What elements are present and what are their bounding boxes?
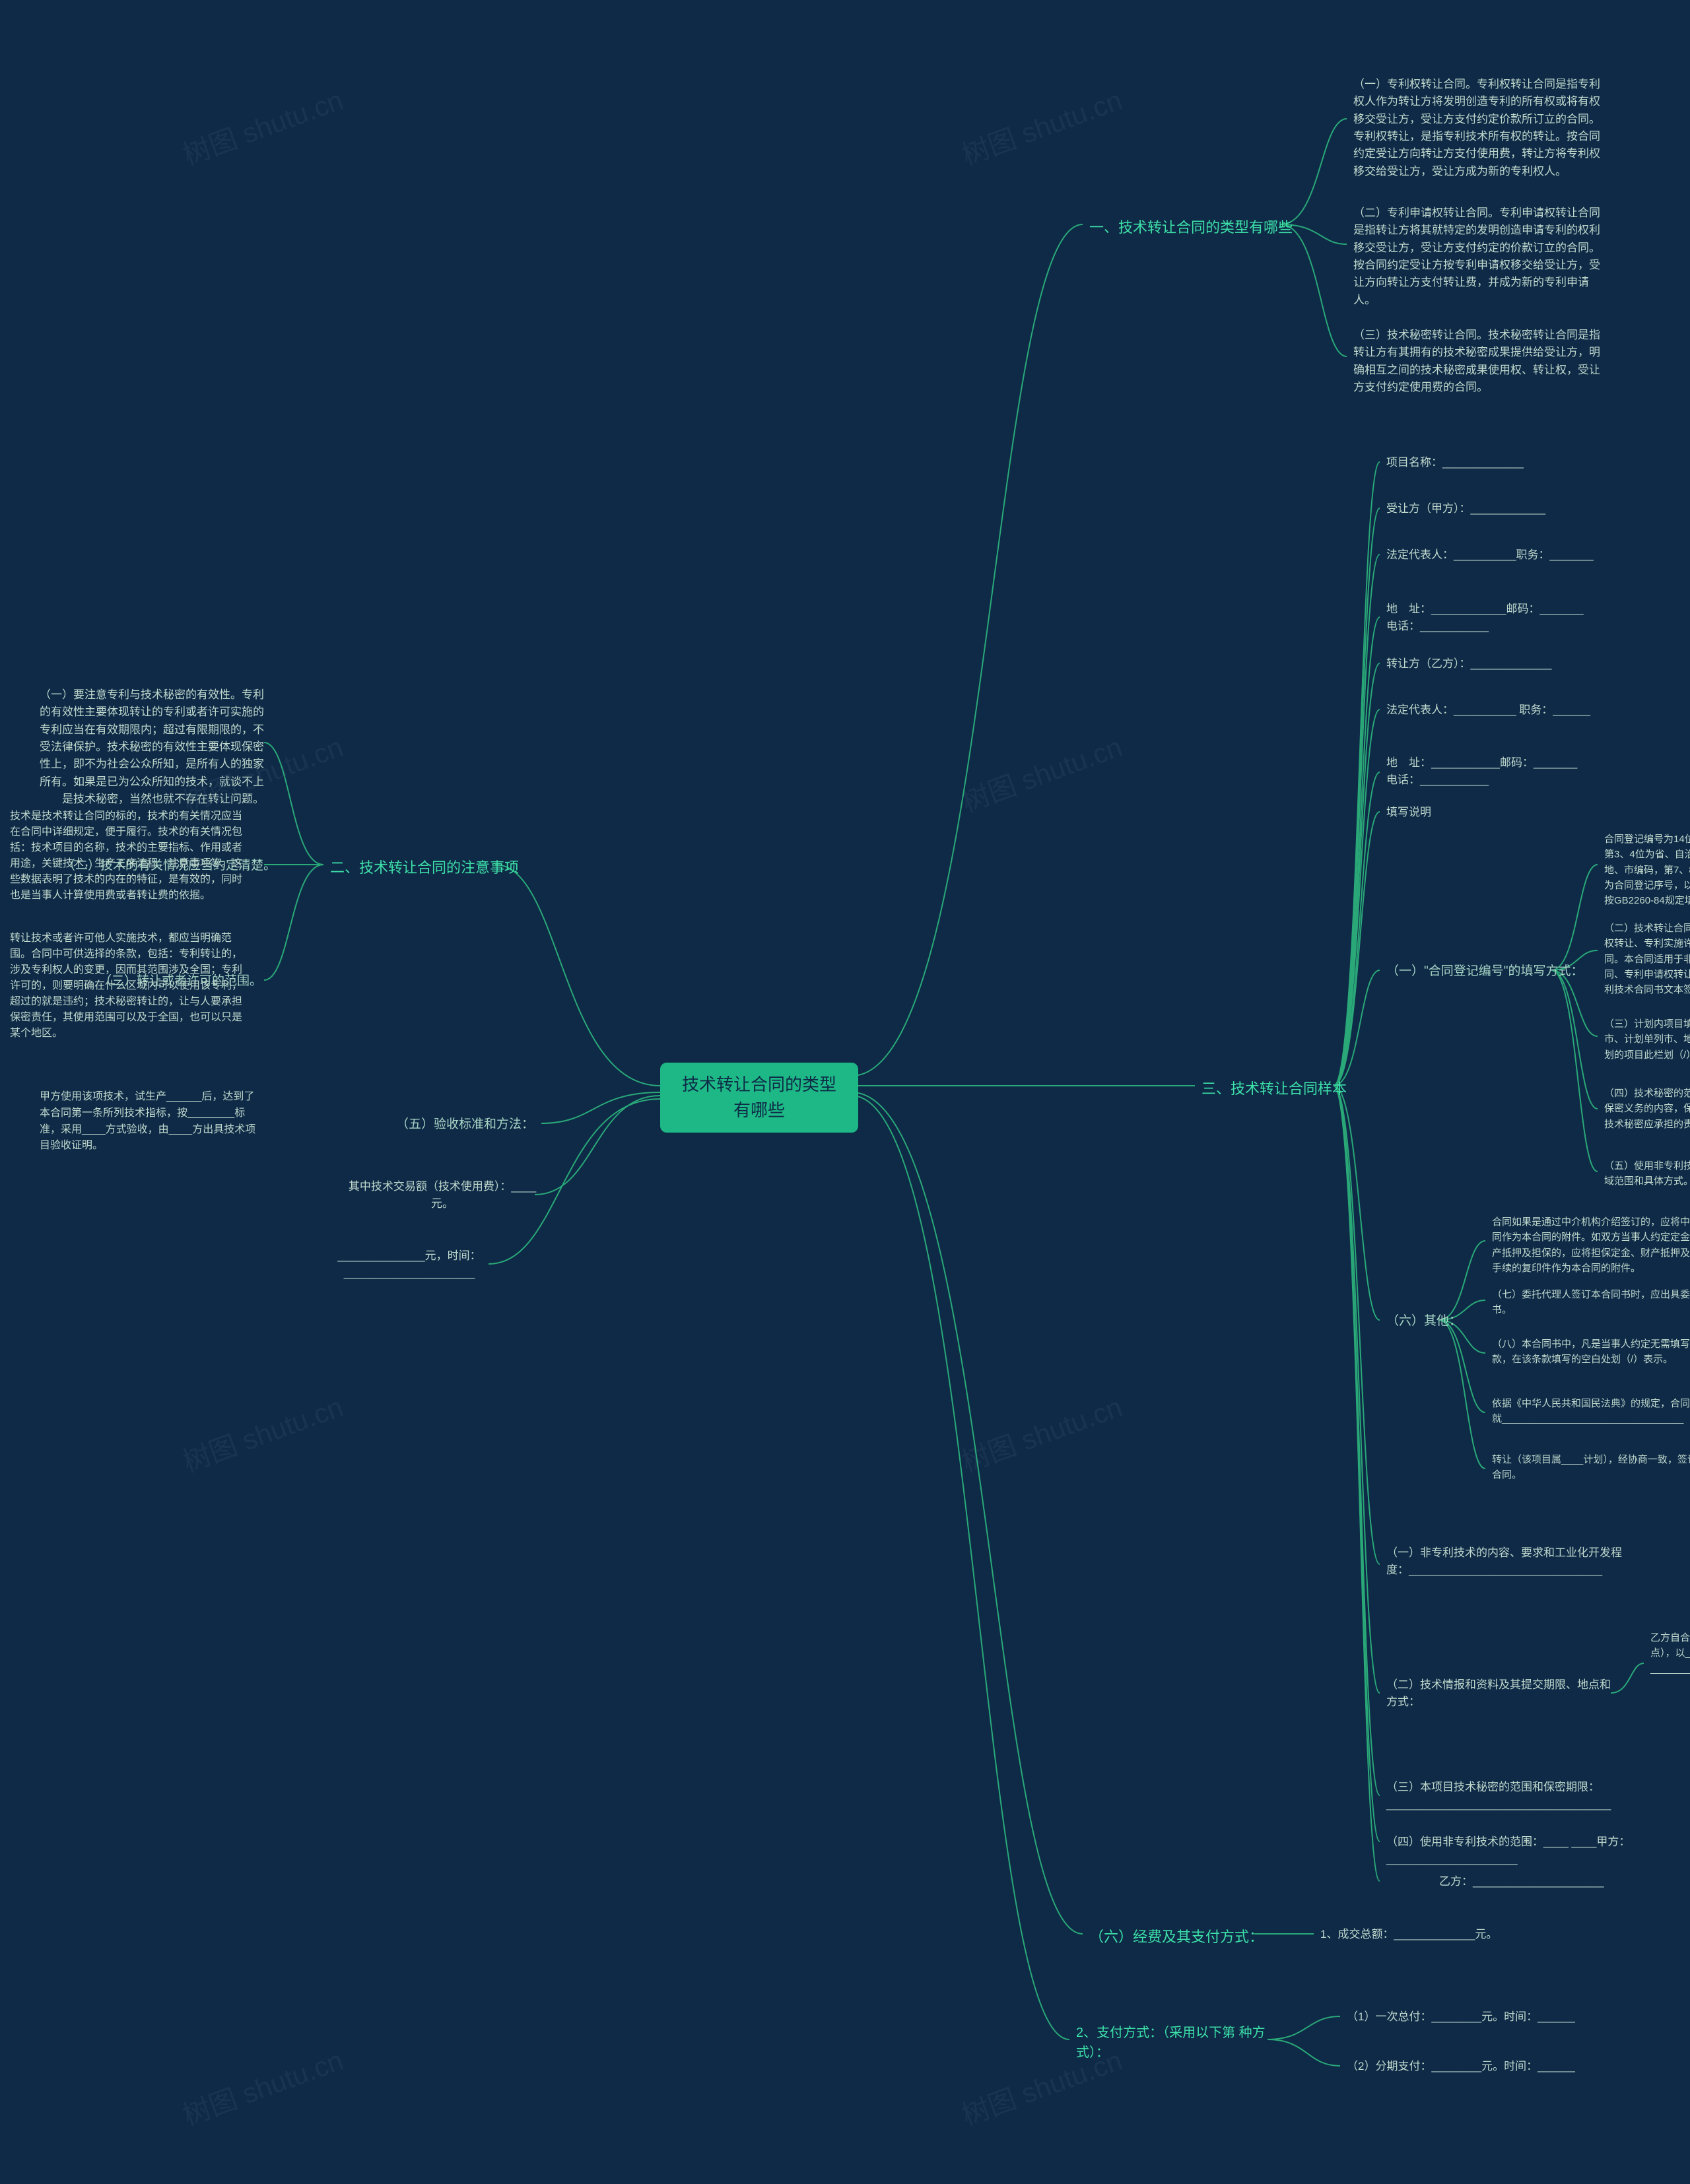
- b3-c2-body: 乙方自合同生效之日起____天内，在____（地点），以____方式，向甲方提供…: [1650, 1630, 1690, 1676]
- b3-other-n3: （八）本合同书中，凡是当事人约定无需填写的条款，在该条款填写的空白处划（/）表示…: [1492, 1337, 1690, 1368]
- b3-p8: 填写说明: [1386, 804, 1431, 821]
- b3-p5: 转让方（乙方）：_____________: [1386, 655, 1551, 673]
- branch-5-title: （五）验收标准和方法：: [396, 1115, 534, 1135]
- b3-p7: 地 址：___________邮码：_______ 电话：___________: [1386, 754, 1584, 789]
- watermark: 树图 shutu.cn: [176, 78, 348, 173]
- watermark: 树图 shutu.cn: [955, 1385, 1127, 1480]
- watermark: 树图 shutu.cn: [176, 1385, 348, 1480]
- b3-c4b: 乙方：_____________________: [1439, 1873, 1604, 1890]
- b2-s2-leaf: 技术是技术转让合同的标的，技术的有关情况应当在合同中详细规定，便于履行。技术的有…: [10, 809, 248, 904]
- b3-other-n1: 合同如果是通过中介机构介绍签订的，应将中介合同作为本合同的附件。如双方当事人约定…: [1492, 1214, 1690, 1276]
- b6-n2: 其中技术交易额（技术使用费）：____元。: [343, 1178, 541, 1213]
- b3-p4: 地 址：____________邮码：_______ 电话：__________…: [1386, 601, 1584, 636]
- b3-other-n5: 转让（该项目属____计划），经协商一致，签订本合同。: [1492, 1452, 1690, 1483]
- b3-reg-n4: （四）技术秘密的范围和保密期限，是指各方承担技术保密义务的内容，保密的地域和保密…: [1604, 1086, 1690, 1132]
- b3-p3: 法定代表人：__________职务：_______: [1386, 546, 1594, 564]
- b3-other-title: （六）其他：: [1386, 1312, 1462, 1331]
- b3-reg-n2: （二）技术转让合同是指当事人就专利转让、专利申请权转让、专利实施许可、非专利技术…: [1604, 921, 1690, 997]
- pay-n2: （2）分期支付：________元。时间：______: [1347, 2058, 1575, 2075]
- b6-n3: ______________元，时间：_____________________: [323, 1247, 495, 1282]
- pay-title: 2、支付方式：（采用以下第 种方式）：: [1076, 2023, 1274, 2063]
- watermark: 树图 shutu.cn: [955, 78, 1127, 173]
- branch-6-title: （六）经费及其支付方式：: [1089, 1926, 1264, 1948]
- branch-1-title: 一、技术转让合同的类型有哪些: [1089, 216, 1293, 238]
- b3-c2-title: （二）技术情报和资料及其提交期限、地点和方式：: [1386, 1676, 1611, 1711]
- b3-reg-n3: （三）计划内项目填写国务院部委、省、自治区、直辖市、计划单列市、地、市（县）级计…: [1604, 1016, 1690, 1063]
- b1-n2: （二）专利申请权转让合同。专利申请权转让合同是指转让方将其就特定的发明创造申请专…: [1353, 205, 1604, 309]
- b2-s3-leaf: 转让技术或者许可他人实施技术，都应当明确范围。合同中可供选择的条款，包括：专利转…: [10, 931, 248, 1042]
- watermark: 树图 shutu.cn: [176, 2038, 348, 2133]
- center-node: 技术转让合同的类型有哪些: [660, 1063, 858, 1133]
- b3-p6: 法定代表人：__________ 职务：______: [1386, 702, 1590, 719]
- watermark: 树图 shutu.cn: [955, 725, 1127, 820]
- b3-reg-title: （一）"合同登记编号"的填写方式：: [1386, 962, 1584, 981]
- b1-n3: （三）技术秘密转让合同。技术秘密转让合同是指转让方有其拥有的技术秘密成果提供给受…: [1353, 327, 1604, 396]
- b3-reg-n5: （五）使用非专利技术范围，是指使用非专利技术的地域范围和具体方式。: [1604, 1158, 1690, 1189]
- b3-other-n2: （七）委托代理人签订本合同书时，应出具委托证书。: [1492, 1287, 1690, 1318]
- branch-2-title: 二、技术转让合同的注意事项: [330, 857, 519, 878]
- pay-n1: （1）一次总付：________元。时间：______: [1347, 2008, 1575, 2026]
- b3-p2: 受让方（甲方）：____________: [1386, 500, 1545, 517]
- branch-3-title: 三、技术转让合同样本: [1201, 1078, 1347, 1100]
- b2-s1: （一）要注意专利与技术秘密的有效性。专利的有效性主要体现转让的专利或者许可实施的…: [40, 686, 264, 808]
- b6-n1: 1、成交总额：_____________元。: [1320, 1926, 1497, 1943]
- b3-c1: （一）非专利技术的内容、要求和工业化开发程度：_________________…: [1386, 1544, 1624, 1579]
- b3-reg-n1: 合同登记编号为14位，左起第1、2位为公历年代号，第3、4位为省、自治区、直辖市…: [1604, 832, 1690, 908]
- b3-c4: （四）使用非专利技术的范围：____ ____甲方：______________…: [1386, 1834, 1650, 1869]
- b3-c3: （三）本项目技术秘密的范围和保密期限：_____________________…: [1386, 1779, 1650, 1814]
- b1-n1: （一）专利权转让合同。专利权转让合同是指专利权人作为转让方将发明创造专利的所有权…: [1353, 76, 1604, 180]
- b3-other-n4: 依据《中华人民共和国民法典》的规定，合同双方就_________________…: [1492, 1396, 1690, 1427]
- b3-p1: 项目名称：_____________: [1386, 454, 1524, 471]
- b5-body: 甲方使用该项技术，试生产______后，达到了本合同第一条所列技术指标，按___…: [40, 1089, 264, 1154]
